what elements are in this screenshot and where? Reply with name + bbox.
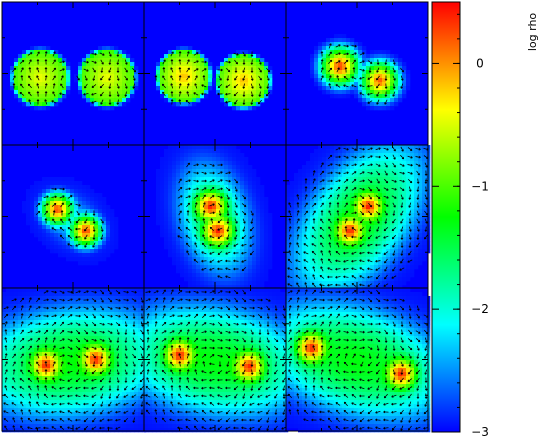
- density-panel: [285, 287, 431, 433]
- colorbar-label: log rho: [526, 13, 539, 52]
- panel-grid: [1, 1, 431, 433]
- panel-ticks: [286, 145, 428, 288]
- density-panel: [285, 144, 431, 290]
- density-panel: [143, 144, 287, 290]
- density-field: [2, 288, 147, 433]
- velocity-arrows: [3, 289, 145, 431]
- density-panel: [1, 144, 145, 289]
- density-panel: [285, 1, 429, 146]
- velocity-arrows: [12, 51, 137, 105]
- colorbar-tick-label: −1: [471, 179, 489, 193]
- panel-ticks: [2, 2, 144, 145]
- panel-ticks: [286, 288, 428, 431]
- colorbar-ticks: 0 −1 −2 −3: [432, 13, 489, 436]
- velocity-arrows: [287, 146, 429, 288]
- colorbar: 0 −1 −2 −3 log rho: [431, 1, 539, 436]
- density-field: [22, 177, 119, 266]
- velocity-arrows: [145, 289, 287, 431]
- velocity-arrows: [154, 51, 271, 105]
- density-field: [156, 145, 273, 290]
- density-field: [156, 46, 273, 111]
- velocity-arrows: [287, 289, 429, 431]
- density-panel: [143, 287, 289, 433]
- density-field: [10, 46, 139, 111]
- colorbar-tick-label: −3: [471, 425, 489, 436]
- density-field: [144, 288, 289, 433]
- colorbar-tick-label: 0: [476, 56, 484, 70]
- velocity-arrows: [177, 162, 255, 279]
- density-panel: [1, 287, 147, 433]
- velocity-arrows: [320, 43, 404, 105]
- density-field: [286, 288, 431, 433]
- density-field: [286, 145, 431, 290]
- density-field: [310, 34, 411, 111]
- density-panel: [1, 1, 145, 146]
- velocity-arrows: [35, 187, 104, 248]
- colorbar-tick-label: −2: [471, 302, 489, 316]
- panel-ticks: [286, 2, 428, 145]
- density-panel: [143, 1, 287, 146]
- colorbar-gradient: [431, 1, 461, 433]
